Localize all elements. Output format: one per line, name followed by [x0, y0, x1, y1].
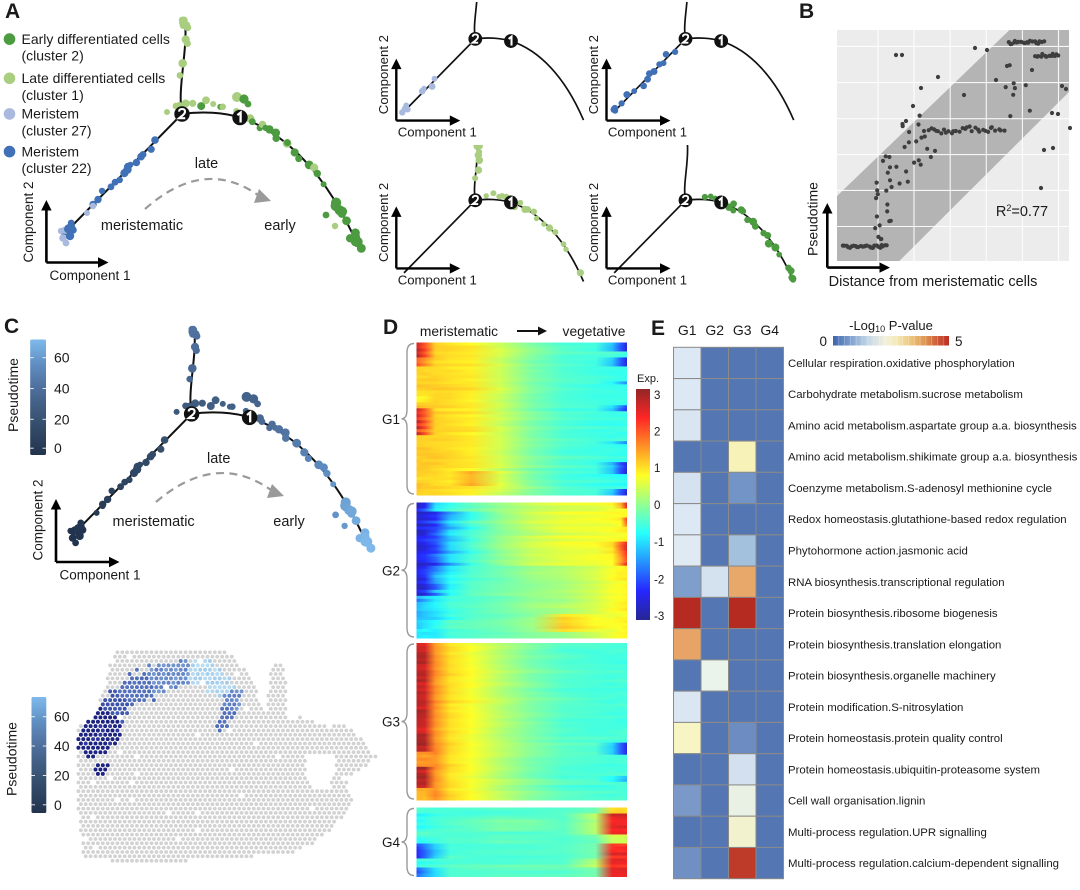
- svg-text:Carbohydrate metabolism.sucros: Carbohydrate metabolism.sucrose metaboli…: [788, 389, 1023, 401]
- svg-text:(cluster 2): (cluster 2): [22, 48, 84, 64]
- svg-text:G3: G3: [733, 322, 752, 338]
- svg-text:Protein homeostasis.protein qu: Protein homeostasis.protein quality cont…: [788, 733, 1003, 745]
- svg-text:3: 3: [654, 390, 660, 402]
- svg-text:Cell wall organisation.lignin: Cell wall organisation.lignin: [788, 796, 925, 808]
- svg-text:Component 1: Component 1: [59, 568, 140, 583]
- svg-text:Multi-process regulation.calci: Multi-process regulation.calcium-depende…: [788, 858, 1059, 870]
- svg-text:5: 5: [955, 334, 963, 349]
- svg-text:A: A: [5, 0, 20, 23]
- svg-text:Distance from meristematic cel: Distance from meristematic cells: [829, 274, 1038, 290]
- svg-text:early: early: [264, 218, 296, 234]
- svg-text:R2=0.77: R2=0.77: [996, 203, 1048, 220]
- svg-text:E: E: [651, 317, 665, 340]
- svg-text:Multi-process regulation.UPR s: Multi-process regulation.UPR signalling: [788, 827, 987, 839]
- svg-text:Phytohormone action.jasmonic a: Phytohormone action.jasmonic acid: [788, 545, 968, 557]
- svg-text:0: 0: [54, 797, 62, 813]
- svg-text:C: C: [4, 315, 19, 338]
- svg-text:Protein modification.S-nitrosy: Protein modification.S-nitrosylation: [788, 702, 963, 714]
- svg-text:G1: G1: [678, 322, 697, 338]
- svg-text:Meristem: Meristem: [22, 106, 80, 122]
- svg-text:meristematic: meristematic: [113, 514, 195, 530]
- svg-text:Component 2: Component 2: [21, 181, 36, 262]
- svg-text:Component 1: Component 1: [398, 125, 477, 140]
- svg-text:Protein biosynthesis.translati: Protein biosynthesis.translation elongat…: [788, 639, 1001, 651]
- svg-text:0: 0: [54, 440, 62, 456]
- svg-text:G4: G4: [760, 322, 779, 338]
- svg-text:RNA biosynthesis.transcription: RNA biosynthesis.transcriptional regulat…: [788, 577, 1005, 589]
- svg-text:Pseudotime: Pseudotime: [5, 358, 21, 432]
- svg-text:vegetative: vegetative: [563, 324, 626, 339]
- svg-text:Exp.: Exp.: [637, 373, 659, 385]
- svg-text:G2: G2: [705, 322, 724, 338]
- svg-text:Component 1: Component 1: [49, 268, 130, 283]
- svg-text:-1: -1: [654, 537, 664, 549]
- svg-text:(cluster 27): (cluster 27): [22, 122, 92, 138]
- svg-text:meristematic: meristematic: [101, 218, 183, 234]
- svg-text:0: 0: [654, 500, 660, 512]
- svg-text:20: 20: [54, 768, 70, 784]
- svg-text:G3: G3: [382, 715, 400, 730]
- svg-text:Amino acid metabolism.shikimat: Amino acid metabolism.shikimate group a.…: [788, 452, 1078, 464]
- svg-text:-Log10 P-value: -Log10 P-value: [849, 318, 933, 334]
- svg-text:(cluster 1): (cluster 1): [22, 87, 84, 103]
- svg-text:Coenzyme metabolism.S-adenosyl: Coenzyme metabolism.S-adenosyl methionin…: [788, 483, 1052, 495]
- svg-text:G4: G4: [382, 835, 401, 850]
- svg-text:Protein biosynthesis.ribosome: Protein biosynthesis.ribosome biogenesis: [788, 608, 998, 620]
- svg-text:(cluster 22): (cluster 22): [22, 160, 92, 176]
- svg-text:Meristem: Meristem: [22, 143, 80, 159]
- svg-text:Early differentiated cells: Early differentiated cells: [22, 31, 170, 47]
- svg-text:Component 2: Component 2: [31, 479, 46, 560]
- svg-text:Component 2: Component 2: [376, 35, 391, 114]
- svg-text:-3: -3: [654, 611, 664, 623]
- svg-text:0: 0: [819, 334, 827, 349]
- svg-text:40: 40: [54, 738, 70, 754]
- svg-text:Pseudotime: Pseudotime: [805, 182, 821, 256]
- svg-text:40: 40: [54, 381, 70, 397]
- svg-text:Component 1: Component 1: [608, 272, 687, 287]
- svg-text:early: early: [273, 514, 305, 530]
- svg-text:G2: G2: [382, 563, 400, 578]
- svg-text:20: 20: [54, 411, 70, 427]
- svg-text:Pseudotime: Pseudotime: [4, 722, 20, 796]
- svg-text:60: 60: [54, 709, 70, 725]
- svg-text:Cellular respiration.oxidative: Cellular respiration.oxidative phosphory…: [788, 358, 1015, 370]
- svg-text:Redox homeostasis.glutathione-: Redox homeostasis.glutathione-based redo…: [788, 514, 1067, 526]
- svg-text:Component 2: Component 2: [376, 183, 391, 262]
- svg-text:Component 2: Component 2: [586, 35, 601, 114]
- svg-text:D: D: [383, 316, 398, 339]
- svg-text:-2: -2: [654, 575, 664, 587]
- svg-text:B: B: [799, 0, 814, 23]
- svg-text:late: late: [207, 451, 230, 467]
- svg-text:Component 1: Component 1: [398, 272, 477, 287]
- svg-text:Late differentiated cells: Late differentiated cells: [22, 70, 166, 86]
- svg-text:60: 60: [54, 350, 70, 366]
- svg-text:Component 2: Component 2: [586, 183, 601, 262]
- svg-text:1: 1: [654, 463, 660, 475]
- svg-text:Protein biosynthesis.organelle: Protein biosynthesis.organelle machinery: [788, 671, 996, 683]
- svg-text:G1: G1: [382, 412, 400, 427]
- svg-text:Protein homeostasis.ubiquitin-: Protein homeostasis.ubiquitin-proteasome…: [788, 764, 1040, 776]
- svg-text:Component 1: Component 1: [608, 125, 687, 140]
- svg-text:meristematic: meristematic: [420, 324, 498, 339]
- svg-text:2: 2: [654, 427, 660, 439]
- svg-text:late: late: [195, 156, 218, 172]
- svg-text:Amino acid metabolism.aspartat: Amino acid metabolism.aspartate group a.…: [788, 420, 1077, 432]
